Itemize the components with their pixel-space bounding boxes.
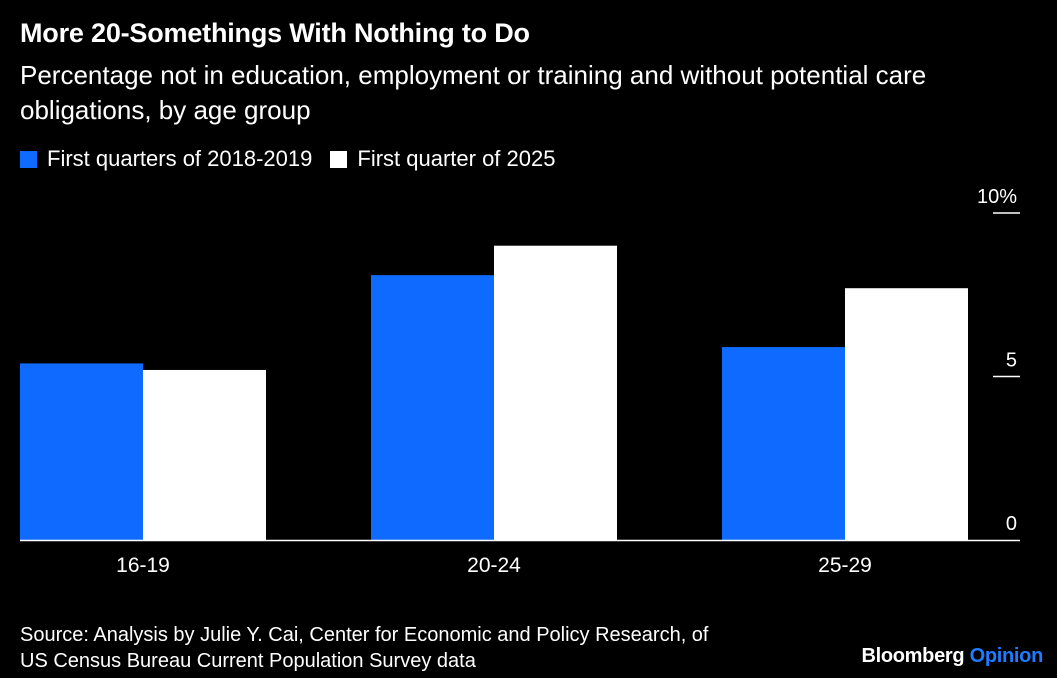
source-line-2: US Census Bureau Current Population Surv… [20,650,476,672]
legend-label-series-2: First quarter of 2025 [357,146,556,171]
y-tick-label: 10% [977,186,1017,208]
legend-item-series-1: First quarters of 2018-2019 [20,146,312,172]
x-tick-label: 16-19 [116,554,170,577]
bar-25-29-series-2 [845,288,968,540]
bar-16-19-series-1 [20,363,143,540]
bar-20-24-series-2 [494,245,617,540]
legend-label-series-1: First quarters of 2018-2019 [47,146,313,171]
brand-name: Bloomberg [861,645,965,667]
legend: First quarters of 2018-2019 First quarte… [20,146,573,172]
chart-subtitle: Percentage not in education, employment … [20,60,927,125]
chart-title: More 20-Somethings With Nothing to Do [20,18,530,48]
bar-16-19-series-2 [143,369,266,540]
bar-25-29-series-1 [722,347,845,540]
source-line-1: Source: Analysis by Julie Y. Cai, Center… [20,624,709,646]
x-tick-label: 20-24 [467,554,521,577]
source-note: Source: Analysis by Julie Y. Cai, Center… [20,622,709,674]
legend-swatch-series-2 [330,150,348,168]
bar-20-24-series-1 [371,275,494,540]
x-tick-label: 25-29 [818,554,872,577]
y-tick-label: 0 [1006,513,1017,535]
brand-suffix: Opinion [969,645,1044,667]
legend-item-series-2: First quarter of 2025 [330,146,555,172]
legend-swatch-series-1 [20,150,37,168]
brand-logo: Bloomberg Opinion [861,645,1043,668]
y-tick-label: 5 [1006,350,1017,372]
